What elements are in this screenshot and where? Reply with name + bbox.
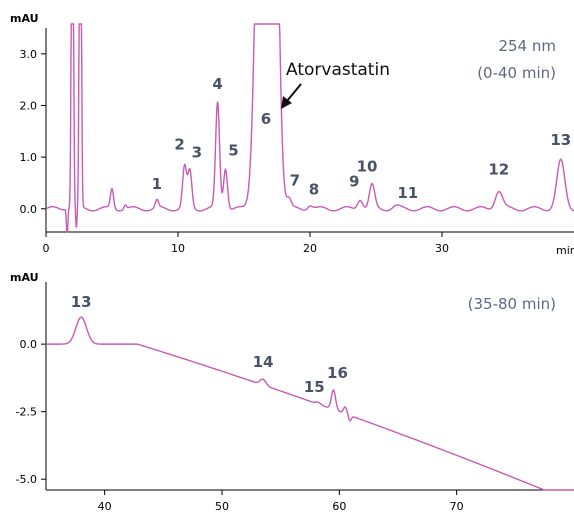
x-tick-label: 30 bbox=[435, 242, 449, 255]
y-tick-label: -2.5 bbox=[16, 406, 37, 419]
x-tick-label: 70 bbox=[450, 500, 464, 513]
peak-label-13: 13 bbox=[550, 131, 571, 149]
x-unit-label: min bbox=[556, 244, 574, 257]
peak-label-10: 10 bbox=[357, 158, 378, 176]
peak-label-1: 1 bbox=[152, 175, 162, 193]
x-tick-label: 0 bbox=[43, 242, 50, 255]
y-tick-label: 2.0 bbox=[20, 99, 38, 112]
y-tick-label: 3.0 bbox=[20, 48, 38, 61]
x-tick-label: 50 bbox=[215, 500, 229, 513]
peak-label-12: 12 bbox=[488, 161, 509, 179]
peak-label-9: 9 bbox=[349, 172, 359, 190]
x-tick-marks: 40 50 60 70 bbox=[98, 490, 464, 513]
peak-label-13: 13 bbox=[71, 293, 92, 311]
y-tick-label: 0.0 bbox=[20, 338, 38, 351]
time-range-annotation: (35-80 min) bbox=[468, 295, 556, 313]
y-unit-label: mAU bbox=[10, 12, 39, 25]
callout-arrow bbox=[281, 83, 302, 109]
y-unit-label: mAU bbox=[10, 271, 39, 284]
y-tick-label: -5.0 bbox=[16, 473, 37, 486]
time-range-annotation: (0-40 min) bbox=[477, 64, 556, 82]
chromatogram-trace-0-40 bbox=[45, 23, 574, 233]
y-tick-label: 0.0 bbox=[20, 203, 38, 216]
peak-label-6: 6 bbox=[261, 110, 271, 128]
x-tick-label: 40 bbox=[98, 500, 112, 513]
peak-label-5: 5 bbox=[228, 141, 238, 159]
peak-label-15: 15 bbox=[304, 378, 325, 396]
y-tick-label: 1.0 bbox=[20, 151, 38, 164]
wavelength-annotation: 254 nm bbox=[498, 37, 556, 55]
atorvastatin-callout: Atorvastatin bbox=[286, 60, 390, 80]
x-tick-marks: 0 10 20 30 bbox=[43, 232, 449, 255]
x-tick-label: 60 bbox=[332, 500, 346, 513]
peak-label-3: 3 bbox=[192, 144, 202, 162]
peak-label-7: 7 bbox=[290, 171, 300, 189]
peak-label-16: 16 bbox=[327, 364, 348, 382]
peak-label-4: 4 bbox=[212, 75, 222, 93]
y-tick-marks: 0.0 1.0 2.0 3.0 bbox=[20, 48, 46, 216]
peak-label-11: 11 bbox=[397, 184, 418, 202]
peak-label-8: 8 bbox=[309, 181, 319, 199]
x-tick-label: 20 bbox=[303, 242, 317, 255]
x-tick-label: 10 bbox=[171, 242, 185, 255]
chromatogram-trace-35-80 bbox=[46, 316, 574, 491]
y-tick-marks: 0.0 -2.5 -5.0 bbox=[16, 338, 46, 486]
peak-label-2: 2 bbox=[174, 135, 184, 153]
peak-label-14: 14 bbox=[253, 353, 274, 371]
